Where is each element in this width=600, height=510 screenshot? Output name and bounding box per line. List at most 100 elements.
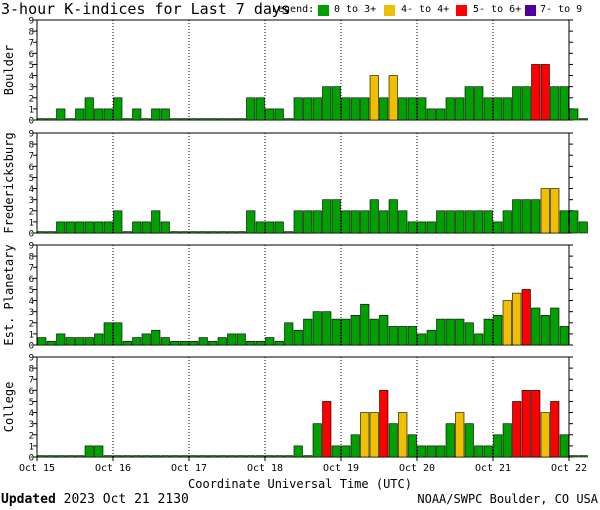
kindex-bar [179,455,189,458]
kindex-bar [103,322,113,346]
legend-swatch-yellow [384,5,395,16]
kindex-bar [464,322,474,346]
kindex-bar [331,86,341,121]
y-tick-label: 3 [29,308,34,318]
kindex-bar [407,326,417,346]
kindex-bar [198,231,208,234]
panel-label: Est. Planetary [2,244,16,345]
kindex-bar [388,326,398,346]
kindex-bar [103,455,113,458]
kindex-bar [445,210,455,234]
kindex-bar [474,445,484,458]
legend-swatch-green [318,5,329,16]
kindex-bar [227,333,237,346]
kindex-bar [246,455,256,458]
kindex-bar [407,434,417,458]
kindex-bar [350,434,360,458]
kindex-bar [274,221,284,234]
x-tick-label: Oct 18 [247,463,283,474]
kindex-bar [540,188,550,234]
kindex-bar [94,445,104,458]
kindex-bar [455,412,465,458]
kindex-bar [379,315,389,346]
kindex-bar [65,118,75,121]
kindex-bar [369,412,379,458]
kindex-bar [265,455,275,458]
legend-item-0to3: 0 to 3+ [334,4,377,15]
kindex-bar [179,341,189,346]
kindex-bar [227,118,237,121]
kindex-bar [455,210,465,234]
kindex-bar [122,118,132,121]
kindex-bar [436,445,446,458]
y-tick-label: 1 [29,105,34,115]
kindex-bar [103,221,113,234]
kindex-bar [293,445,303,458]
x-tick-label: Oct 17 [171,463,207,474]
y-tick-label: 3 [29,420,34,430]
y-tick-label: 4 [29,409,34,419]
kindex-bar [65,337,75,346]
x-axis-title: Coordinate Universal Time (UTC) [188,477,412,491]
kindex-bar [56,455,66,458]
kindex-bar [189,118,199,121]
kindex-bar [464,210,474,234]
y-tick-label: 5 [29,174,34,184]
kindex-bar [227,455,237,458]
kindex-bar [445,423,455,458]
y-tick-label: 7 [29,376,34,386]
kindex-bar [75,455,85,458]
kindex-bar [483,318,493,346]
kindex-bar [208,231,218,234]
kindex-bar [227,231,237,234]
kindex-bar [493,434,503,458]
panel-label: Boulder [2,45,16,96]
y-tick-label: 7 [29,264,34,274]
kindex-chart: 0123456789Boulder0123456789Fredericksbur… [2,17,588,474]
kindex-bar [141,333,151,346]
kindex-bar [341,97,351,121]
kindex-bar [417,221,427,234]
kindex-bar [132,108,142,121]
kindex-bar [417,97,427,121]
kindex-bar [56,333,66,346]
kindex-bar [350,315,360,346]
kindex-bar [132,337,142,346]
y-tick-label: 5 [29,398,34,408]
kindex-bar [84,97,94,121]
y-tick-label: 2 [29,207,34,217]
kindex-bar [141,221,151,234]
kindex-bar [265,221,275,234]
kindex-bar [379,210,389,234]
kindex-bar [369,199,379,234]
x-tick-label: Oct 15 [19,463,55,474]
kindex-bar [151,108,161,121]
y-tick-label: 1 [29,218,34,228]
y-tick-label: 4 [29,185,34,195]
kindex-bar [84,221,94,234]
x-tick-label: Oct 20 [399,463,435,474]
kindex-bar [75,337,85,346]
kindex-bar [65,221,75,234]
y-tick-label: 3 [29,83,34,93]
kindex-bar [436,108,446,121]
kindex-bar [512,86,522,121]
kindex-bar [46,118,56,121]
kindex-bar [170,231,180,234]
chart-title: 3-hour K-indices for Last 7 days [1,0,290,18]
kindex-bar [179,231,189,234]
y-tick-label: 6 [29,163,34,173]
y-tick-label: 0 [29,342,34,352]
y-tick-label: 6 [29,387,34,397]
kindex-bar [113,97,123,121]
panel-label: College [2,382,16,433]
kindex-bar [293,329,303,346]
kindex-bar [531,390,541,458]
kindex-bar [569,455,579,458]
panel-frame [36,19,570,121]
kindex-bar [578,455,588,458]
kindex-bar [502,210,512,234]
kindex-bar [303,318,313,346]
kindex-bar [322,311,332,346]
x-tick-label: Oct 19 [323,463,359,474]
